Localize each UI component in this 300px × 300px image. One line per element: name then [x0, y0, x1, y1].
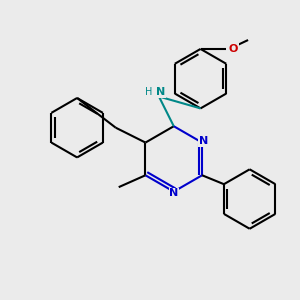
Text: N: N [156, 87, 165, 97]
Text: N: N [199, 136, 208, 146]
Text: O: O [229, 44, 238, 54]
Text: H: H [145, 87, 152, 97]
Text: N: N [169, 188, 178, 198]
